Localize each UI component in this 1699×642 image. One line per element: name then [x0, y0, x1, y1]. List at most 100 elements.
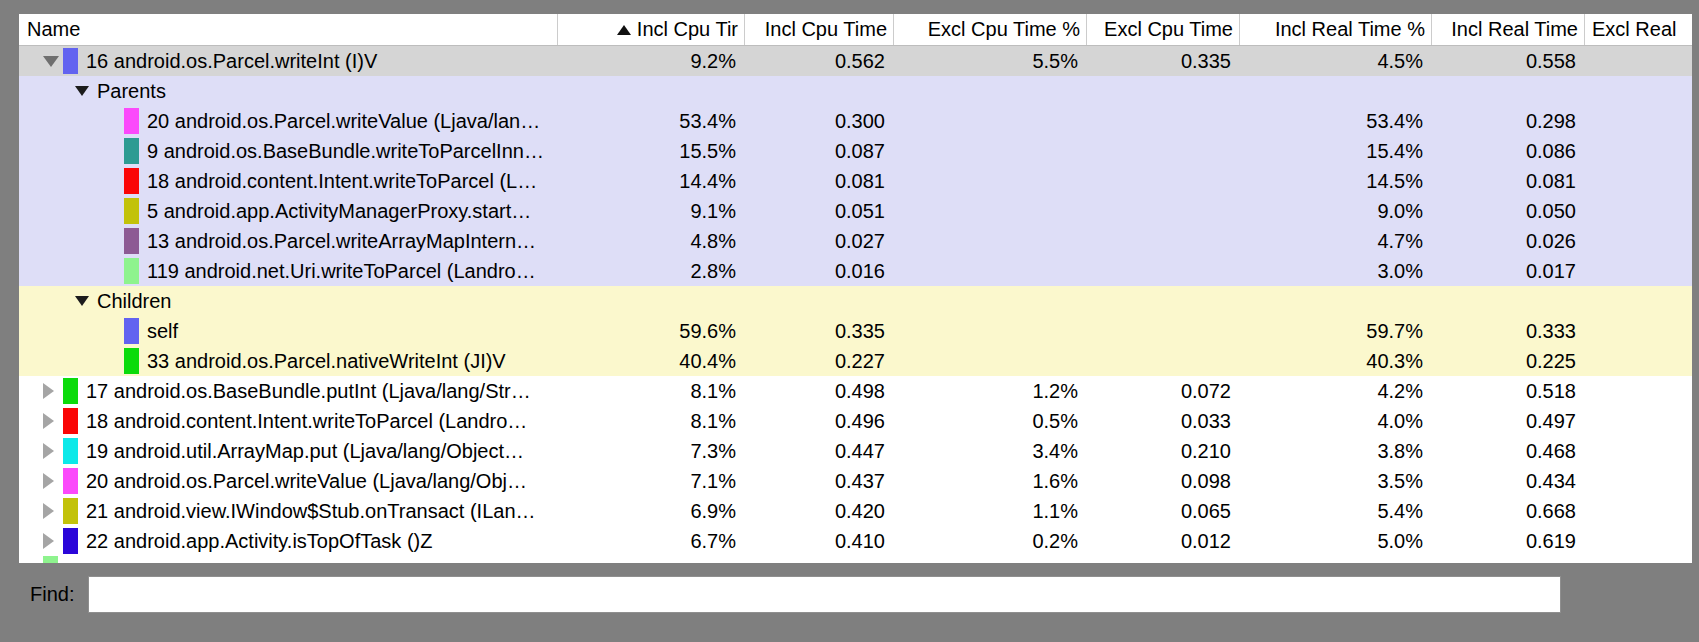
method-name: 18 android.content.Intent.writeToParcel … — [147, 170, 537, 193]
expander[interactable] — [43, 443, 63, 459]
sort-ascending-icon — [617, 25, 631, 35]
expander-down-icon — [75, 296, 89, 306]
cell-incl-real-time: 0.026 — [1432, 230, 1585, 253]
name-cell: 20 android.os.Parcel.writeValue (Ljava/l… — [19, 466, 558, 496]
column-header-excl-real-time[interactable]: Excl Real — [1585, 14, 1691, 45]
cell-incl-cpu-time: 0.447 — [745, 440, 894, 463]
column-header-excl-cpu-time[interactable]: Excl Cpu Time — [1087, 14, 1240, 45]
method-color-swatch — [124, 198, 139, 224]
cell-incl-real-time-pct: 14.5% — [1240, 170, 1432, 193]
name-cell: 16 android.os.Parcel.writeInt (I)V — [19, 46, 558, 76]
column-header-excl-cpu-time-pct[interactable]: Excl Cpu Time % — [894, 14, 1087, 45]
name-cell: 17 android.os.BaseBundle.putInt (Ljava/l… — [19, 376, 558, 406]
column-header-incl-cpu-time[interactable]: Incl Cpu Time — [745, 14, 894, 45]
cell-incl-real-time: 0.333 — [1432, 320, 1585, 343]
cell-incl-cpu-time-pct: 14.4% — [558, 170, 745, 193]
table-row[interactable]: 18 android.content.Intent.writeToParcel … — [19, 406, 1692, 436]
expander[interactable] — [75, 86, 95, 96]
expander[interactable] — [75, 296, 95, 306]
column-header-incl-real-time[interactable]: Incl Real Time — [1432, 14, 1585, 45]
cell-incl-real-time: 0.558 — [1432, 50, 1585, 73]
section-label: Children — [97, 290, 171, 313]
cell-incl-real-time: 0.497 — [1432, 410, 1585, 433]
cell-incl-cpu-time-pct: 8.1% — [558, 380, 745, 403]
table-header-row: Name Incl Cpu Tir Incl Cpu Time Excl Cpu Ti… — [19, 14, 1692, 46]
method-color-swatch — [63, 498, 78, 524]
column-header-label: Incl Cpu Time — [765, 18, 887, 41]
name-cell: 119 android.net.Uri.writeToParcel (Landr… — [19, 256, 558, 286]
table-row[interactable]: 22 android.app.Activity.isTopOfTask ()Z 6… — [19, 526, 1692, 556]
method-name: 20 android.os.Parcel.writeValue (Ljava/l… — [86, 470, 527, 493]
table-row[interactable]: 5 android.app.ActivityManagerProxy.start… — [19, 196, 1692, 226]
table-row[interactable]: Parents — [19, 76, 1692, 106]
table-row[interactable]: 19 android.util.ArrayMap.put (Ljava/lang… — [19, 436, 1692, 466]
cell-excl-cpu-time-pct: 1.2% — [894, 380, 1087, 403]
cell-incl-real-time: 0.668 — [1432, 500, 1585, 523]
table-row[interactable]: 17 android.os.BaseBundle.putInt (Ljava/l… — [19, 376, 1692, 406]
column-header-label: Incl Real Time % — [1275, 18, 1425, 41]
column-header-name[interactable]: Name — [19, 14, 558, 45]
method-color-swatch — [63, 438, 78, 464]
expander[interactable] — [43, 413, 63, 429]
table-row[interactable]: 16 android.os.Parcel.writeInt (I)V9.2%0.… — [19, 46, 1692, 76]
expander[interactable] — [43, 473, 63, 489]
name-cell — [19, 556, 558, 563]
expander-right-icon — [43, 473, 54, 489]
method-name: 5 android.app.ActivityManagerProxy.start… — [147, 200, 531, 223]
cell-excl-cpu-time-pct: 1.1% — [894, 500, 1087, 523]
method-color-swatch — [63, 48, 78, 74]
cell-incl-cpu-time: 0.300 — [745, 110, 894, 133]
cell-incl-cpu-time-pct: 15.5% — [558, 140, 745, 163]
column-header-incl-real-time-pct[interactable]: Incl Real Time % — [1240, 14, 1432, 45]
cell-excl-cpu-time: 0.072 — [1087, 380, 1240, 403]
cell-incl-cpu-time: 0.051 — [745, 200, 894, 223]
cell-incl-real-time: 0.518 — [1432, 380, 1585, 403]
cell-incl-real-time-pct: 4.0% — [1240, 410, 1432, 433]
cell-incl-real-time-pct: 4.5% — [1240, 50, 1432, 73]
table-row[interactable]: 20 android.os.Parcel.writeValue (Ljava/l… — [19, 106, 1692, 136]
cell-incl-real-time: 0.081 — [1432, 170, 1585, 193]
table-row[interactable]: 9 android.os.BaseBundle.writeToParcelInn… — [19, 136, 1692, 166]
table-row[interactable] — [19, 556, 1692, 563]
find-input[interactable] — [88, 576, 1561, 613]
cell-incl-real-time: 0.468 — [1432, 440, 1585, 463]
expander[interactable] — [43, 533, 63, 549]
column-header-label: Name — [27, 18, 80, 41]
name-cell: 33 android.os.Parcel.nativeWriteInt (JI)… — [19, 346, 558, 376]
table-row[interactable]: 119 android.net.Uri.writeToParcel (Landr… — [19, 256, 1692, 286]
cell-incl-cpu-time: 0.335 — [745, 320, 894, 343]
table-row[interactable]: Children — [19, 286, 1692, 316]
cell-incl-cpu-time-pct: 8.1% — [558, 410, 745, 433]
method-name: 22 android.app.Activity.isTopOfTask ()Z — [86, 530, 432, 553]
method-color-swatch — [124, 258, 139, 284]
column-header-label: Excl Real — [1592, 18, 1676, 41]
cell-incl-real-time-pct: 9.0% — [1240, 200, 1432, 223]
cell-incl-real-time: 0.298 — [1432, 110, 1585, 133]
expander[interactable] — [43, 56, 63, 67]
table-row[interactable]: 18 android.content.Intent.writeToParcel … — [19, 166, 1692, 196]
cell-incl-real-time-pct: 3.5% — [1240, 470, 1432, 493]
cell-incl-real-time-pct: 3.8% — [1240, 440, 1432, 463]
cell-incl-cpu-time-pct: 4.8% — [558, 230, 745, 253]
expander[interactable] — [43, 503, 63, 519]
cell-incl-real-time-pct: 59.7% — [1240, 320, 1432, 343]
cell-incl-cpu-time: 0.562 — [745, 50, 894, 73]
table-row[interactable]: 21 android.view.IWindow$Stub.onTransact … — [19, 496, 1692, 526]
table-row[interactable]: self59.6%0.33559.7%0.333 — [19, 316, 1692, 346]
cell-incl-cpu-time: 0.227 — [745, 350, 894, 373]
find-label: Find: — [30, 583, 74, 606]
column-header-incl-cpu-time-pct[interactable]: Incl Cpu Tir — [558, 14, 745, 45]
method-name: self — [147, 320, 178, 343]
method-name: 19 android.util.ArrayMap.put (Ljava/lang… — [86, 440, 524, 463]
method-name: 9 android.os.BaseBundle.writeToParcelInn… — [147, 140, 544, 163]
expander[interactable] — [43, 383, 63, 399]
table-row[interactable]: 20 android.os.Parcel.writeValue (Ljava/l… — [19, 466, 1692, 496]
table-row[interactable]: 33 android.os.Parcel.nativeWriteInt (JI)… — [19, 346, 1692, 376]
cell-excl-cpu-time-pct: 0.2% — [894, 530, 1087, 553]
name-cell: 20 android.os.Parcel.writeValue (Ljava/l… — [19, 106, 558, 136]
method-name: 119 android.net.Uri.writeToParcel (Landr… — [147, 260, 536, 283]
cell-incl-cpu-time-pct: 6.7% — [558, 530, 745, 553]
cell-excl-cpu-time: 0.335 — [1087, 50, 1240, 73]
cell-incl-real-time: 0.619 — [1432, 530, 1585, 553]
table-row[interactable]: 13 android.os.Parcel.writeArrayMapIntern… — [19, 226, 1692, 256]
